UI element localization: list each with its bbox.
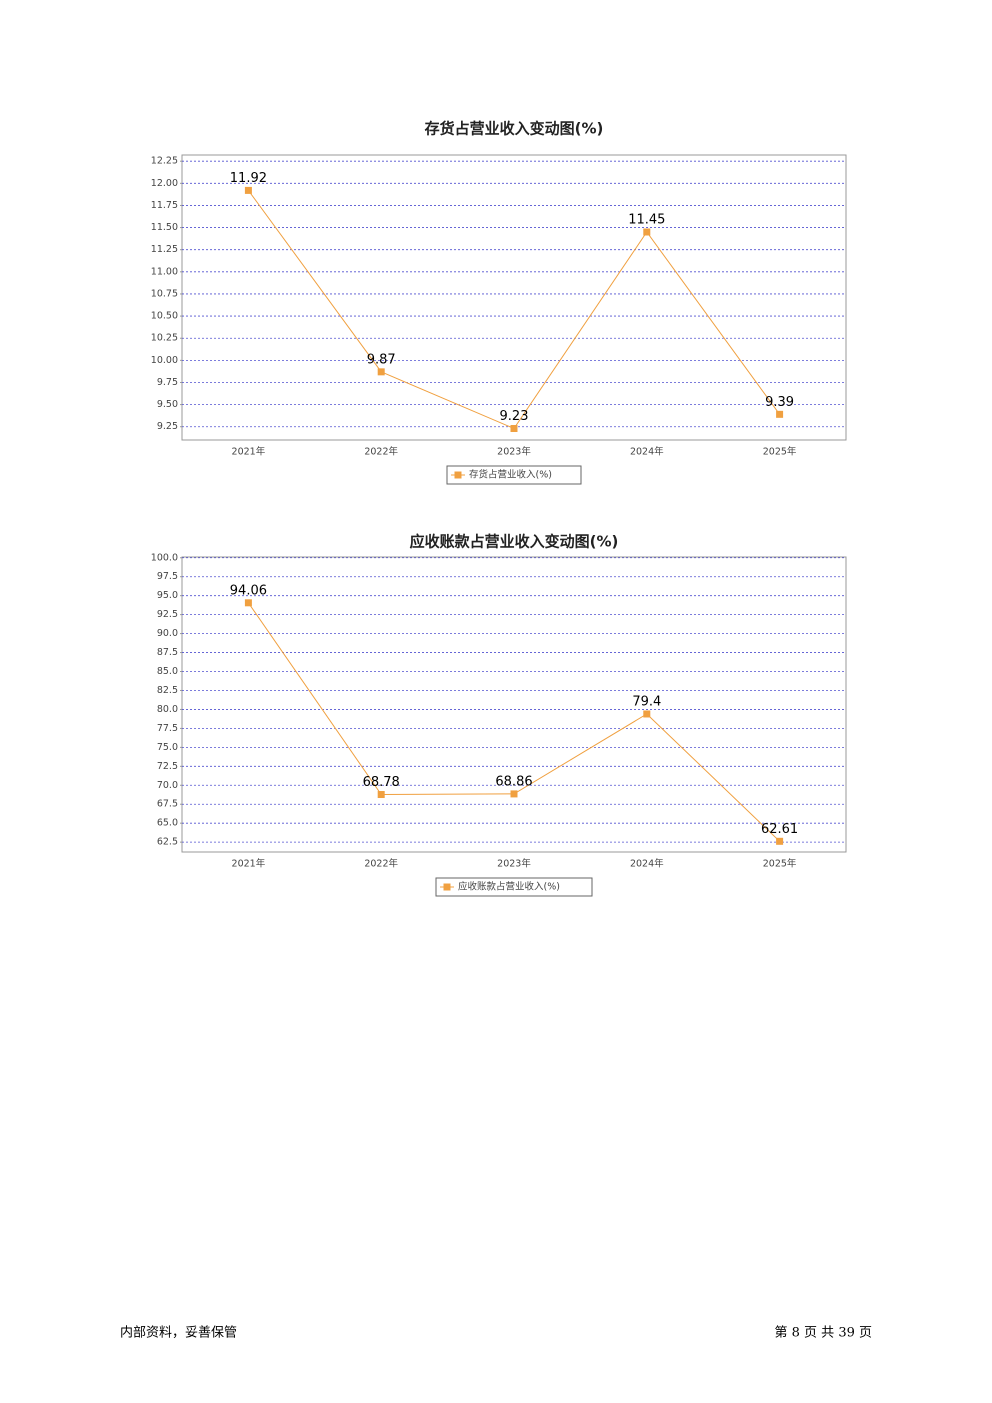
- x-tick-label: 2025年: [763, 858, 797, 870]
- footer-right: 第 8 页 共 39 页: [775, 1326, 872, 1341]
- x-tick-label: 2024年: [630, 858, 664, 870]
- y-tick-label: 11.50: [151, 222, 178, 233]
- x-tick-label: 2023年: [497, 858, 531, 870]
- y-tick-label: 92.5: [157, 609, 178, 620]
- x-tick-label: 2022年: [364, 446, 398, 458]
- y-tick-label: 70.0: [157, 780, 178, 791]
- y-tick-label: 12.25: [151, 156, 178, 167]
- y-tick-label: 77.5: [157, 723, 178, 734]
- y-tick-label: 90.0: [157, 628, 178, 639]
- y-tick-label: 97.5: [157, 571, 178, 582]
- chart-title: 存货占营业收入变动图(%): [425, 120, 604, 138]
- data-label: 9.23: [500, 409, 529, 424]
- x-tick-label: 2025年: [763, 446, 797, 458]
- y-tick-label: 12.00: [151, 178, 178, 189]
- data-label: 79.4: [632, 694, 661, 709]
- legend-box: [435, 877, 593, 897]
- legend-box: [446, 465, 582, 485]
- footer-left: 内部资料，妥善保管: [120, 1325, 237, 1341]
- data-label: 62.61: [761, 822, 798, 837]
- legend-marker: [454, 471, 462, 479]
- y-tick-label: 11.00: [151, 266, 178, 277]
- y-tick-label: 9.25: [157, 421, 178, 432]
- y-tick-label: 95.0: [157, 590, 178, 601]
- x-tick-label: 2023年: [497, 446, 531, 458]
- marker: [510, 424, 518, 432]
- data-label: 94.06: [230, 583, 267, 598]
- legend-marker: [443, 883, 451, 891]
- y-tick-label: 75.0: [157, 742, 178, 753]
- data-label: 68.78: [363, 775, 400, 790]
- y-tick-label: 9.50: [157, 399, 178, 410]
- data-label: 9.39: [765, 395, 794, 410]
- marker: [643, 228, 651, 236]
- legend-label: 存货占营业收入(%): [469, 469, 552, 481]
- x-tick-label: 2024年: [630, 446, 664, 458]
- marker: [776, 837, 784, 845]
- y-tick-label: 10.75: [151, 288, 178, 299]
- marker: [377, 368, 385, 376]
- plot-area: [181, 556, 847, 853]
- y-tick-label: 82.5: [157, 685, 178, 696]
- marker: [244, 186, 252, 194]
- marker: [643, 710, 651, 718]
- marker: [776, 410, 784, 418]
- y-tick-label: 10.25: [151, 333, 178, 344]
- data-label: 9.87: [367, 352, 396, 367]
- x-tick-label: 2022年: [364, 858, 398, 870]
- legend-label: 应收账款占营业收入(%): [458, 881, 560, 893]
- y-tick-label: 80.0: [157, 704, 178, 715]
- y-tick-label: 10.50: [151, 311, 178, 322]
- x-tick-label: 2021年: [232, 446, 266, 458]
- chart-title: 应收账款占营业收入变动图(%): [410, 533, 619, 551]
- marker: [510, 790, 518, 798]
- y-tick-label: 10.00: [151, 355, 178, 366]
- data-label: 11.45: [628, 213, 665, 228]
- y-tick-label: 65.0: [157, 818, 178, 829]
- y-tick-label: 11.75: [151, 200, 178, 211]
- y-tick-label: 9.75: [157, 377, 178, 388]
- y-tick-label: 87.5: [157, 647, 178, 658]
- plot-area: [181, 154, 847, 441]
- x-tick-label: 2021年: [232, 858, 266, 870]
- data-label: 68.86: [495, 774, 532, 789]
- y-tick-label: 85.0: [157, 666, 178, 677]
- data-label: 11.92: [230, 171, 267, 186]
- y-tick-label: 67.5: [157, 799, 178, 810]
- y-tick-label: 11.25: [151, 244, 178, 255]
- y-tick-label: 100.0: [151, 552, 178, 563]
- y-tick-label: 72.5: [157, 761, 178, 772]
- marker: [377, 791, 385, 799]
- marker: [244, 599, 252, 607]
- y-tick-label: 62.5: [157, 837, 178, 848]
